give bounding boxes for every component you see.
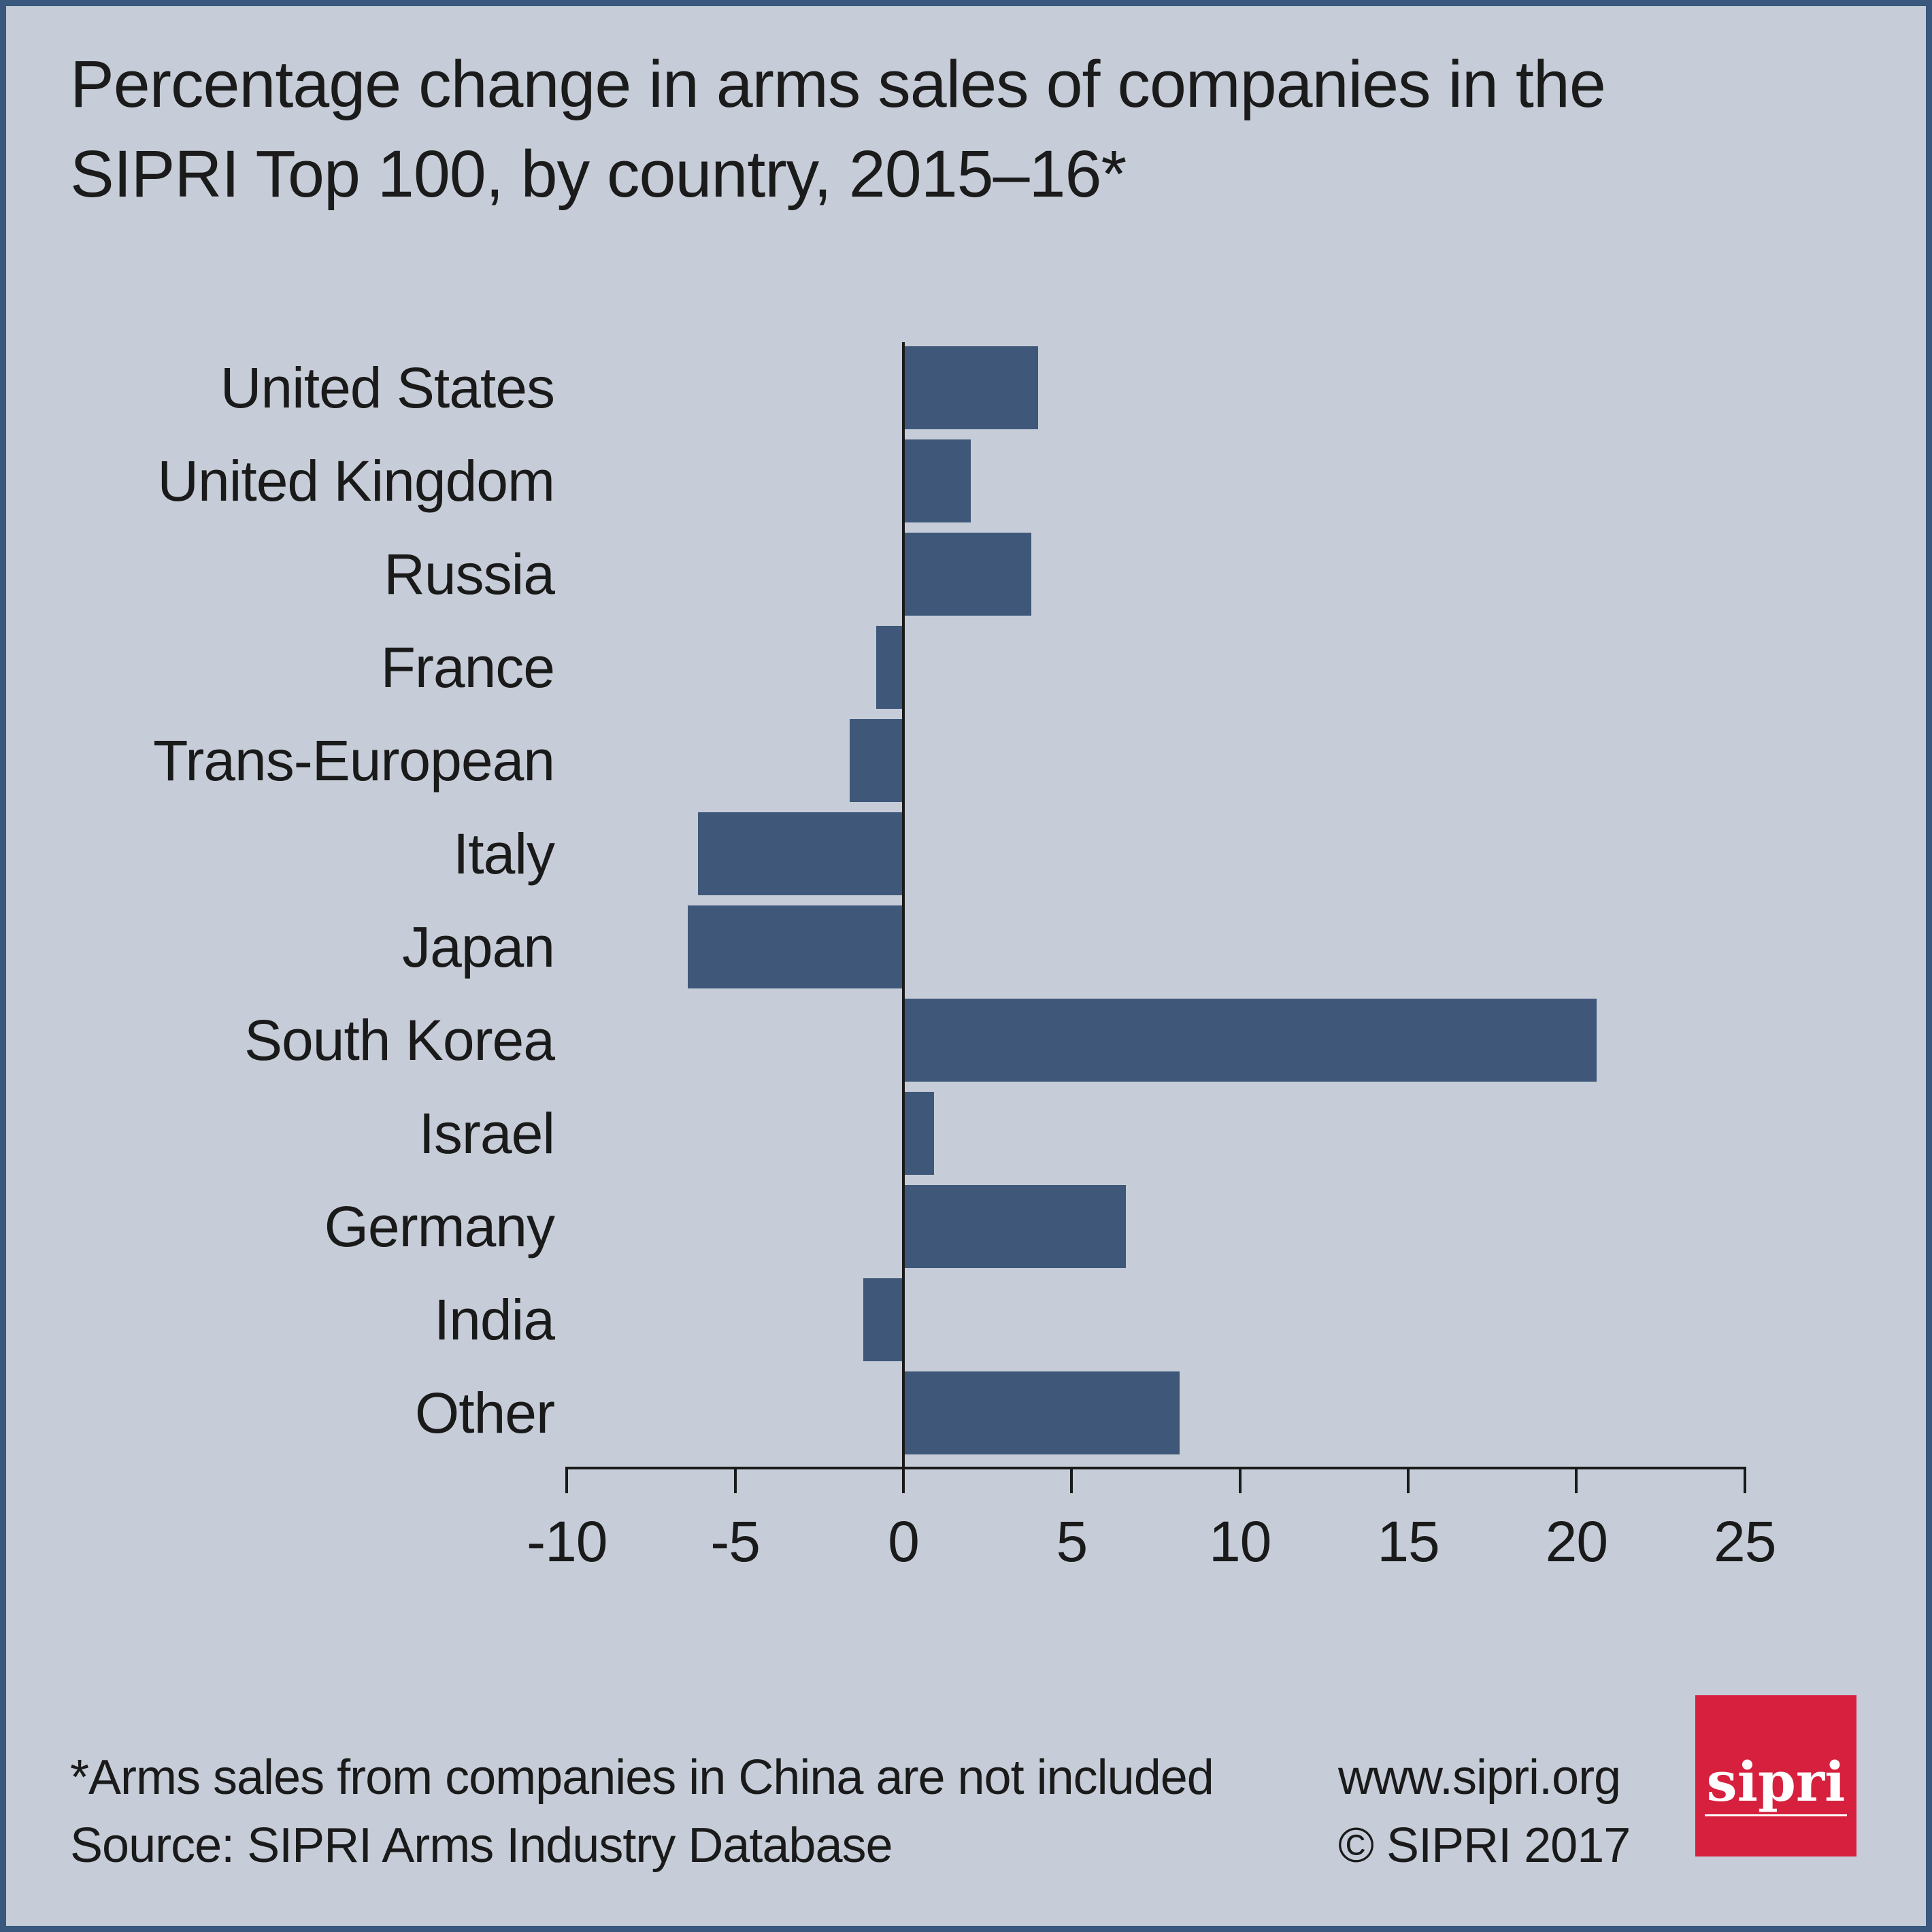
bar-south-korea (903, 999, 1597, 1082)
bar-united-kingdom (903, 439, 971, 522)
sipri-logo: sipri (1695, 1695, 1856, 1856)
category-label-japan: Japan (402, 915, 555, 979)
bar-israel (903, 1092, 934, 1175)
x-axis-tick-10 (1238, 1467, 1242, 1493)
chart-title-line1: Percentage change in arms sales of compa… (70, 47, 1606, 121)
x-axis-tick-label-25: 25 (1714, 1510, 1776, 1573)
bar-other (903, 1371, 1180, 1454)
x-axis-tick-label-10: 10 (1208, 1510, 1271, 1573)
copyright-text: © SIPRI 2017 (1338, 1818, 1631, 1873)
category-label-trans-european: Trans-European (153, 729, 555, 793)
bar-france (876, 626, 903, 709)
x-axis-tick--10 (565, 1467, 569, 1493)
x-axis-line (567, 1467, 1745, 1469)
bar-trans-european (849, 719, 903, 802)
zero-baseline (902, 342, 905, 1493)
x-axis-tick-label--5: -5 (710, 1510, 761, 1573)
category-label-united-states: United States (220, 356, 555, 420)
x-axis-tick-label-15: 15 (1377, 1510, 1439, 1573)
x-axis-tick-20 (1575, 1467, 1578, 1493)
chart-title-line2: SIPRI Top 100, by country, 2015–16* (70, 137, 1127, 211)
website-text: www.sipri.org (1338, 1750, 1621, 1805)
category-label-russia: Russia (384, 542, 555, 606)
category-label-other: Other (414, 1381, 555, 1445)
category-label-united-kingdom: United Kingdom (157, 449, 555, 513)
x-axis-tick--5 (733, 1467, 737, 1493)
bar-italy (698, 812, 903, 895)
x-axis-tick-25 (1743, 1467, 1746, 1493)
x-axis-tick-label--10: -10 (527, 1510, 607, 1573)
category-label-germany: Germany (324, 1195, 555, 1259)
x-axis-tick-0 (902, 1467, 905, 1493)
x-axis-tick-5 (1070, 1467, 1073, 1493)
category-label-india: India (433, 1288, 555, 1352)
category-label-israel: Israel (418, 1101, 555, 1165)
bar-united-states (903, 346, 1038, 429)
source-text: Source: SIPRI Arms Industry Database (70, 1818, 893, 1873)
sipri-logo-text: sipri (1704, 1754, 1848, 1816)
category-label-south-korea: South Korea (244, 1008, 555, 1072)
x-axis-tick-label-0: 0 (888, 1510, 920, 1573)
x-axis-tick-label-5: 5 (1056, 1510, 1088, 1573)
bar-russia (903, 533, 1031, 616)
chart-title: Percentage change in arms sales of compa… (70, 39, 1606, 219)
category-label-france: France (380, 635, 555, 699)
bar-germany (903, 1185, 1126, 1268)
x-axis-tick-15 (1407, 1467, 1410, 1493)
bar-japan (688, 905, 903, 988)
footnote-text: *Arms sales from companies in China are … (70, 1750, 1214, 1805)
x-axis-tick-label-20: 20 (1545, 1510, 1608, 1573)
category-label-italy: Italy (452, 822, 555, 886)
bar-india (863, 1278, 903, 1361)
